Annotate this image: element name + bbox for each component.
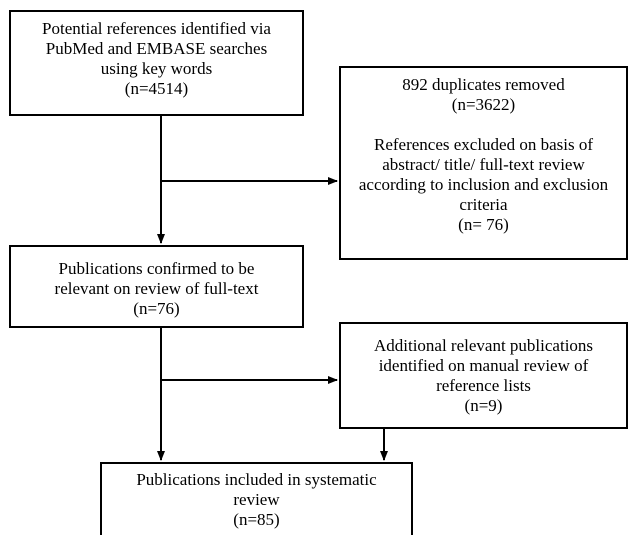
box-text-line: Additional relevant publications bbox=[373, 336, 594, 355]
box-text-line: Publications confirmed to be bbox=[58, 259, 255, 278]
box-additional-publications: Additional relevant publications identif… bbox=[339, 322, 628, 429]
box-count: (n= 76) bbox=[458, 215, 509, 234]
box-publications-included: Publications included in systematic revi… bbox=[100, 462, 413, 535]
box-count: (n=4514) bbox=[124, 79, 189, 98]
box-text-line: Potential references identified via bbox=[42, 19, 271, 38]
box-text-line: according to inclusion and exclusion bbox=[358, 175, 609, 194]
box-text-line: abstract/ title/ full-text review bbox=[382, 155, 585, 174]
box-publications-confirmed: Publications confirmed to be relevant on… bbox=[9, 245, 304, 328]
box-text-line: PubMed and EMBASE searches bbox=[45, 39, 268, 58]
box-text-line: 892 duplicates removed bbox=[402, 75, 565, 94]
box-count: (n=9) bbox=[464, 396, 503, 415]
box-text-line: using key words bbox=[100, 59, 213, 78]
box-references-identified: Potential references identified via PubM… bbox=[9, 10, 304, 116]
box-text-line: review bbox=[233, 490, 280, 509]
box-text-line: relevant on review of full-text bbox=[54, 279, 259, 298]
box-text-line: reference lists bbox=[436, 376, 531, 395]
box-references-excluded: 892 duplicates removed (n=3622) Referenc… bbox=[339, 66, 628, 260]
box-text-line: identified on manual review of bbox=[378, 356, 589, 375]
box-count: (n=85) bbox=[233, 510, 280, 529]
box-text-line: Publications included in systematic bbox=[136, 470, 377, 489]
box-text-line: criteria bbox=[459, 195, 508, 214]
box-count: (n=76) bbox=[133, 299, 180, 318]
box-text-line: References excluded on basis of bbox=[373, 135, 594, 154]
box-count: (n=3622) bbox=[451, 95, 516, 114]
